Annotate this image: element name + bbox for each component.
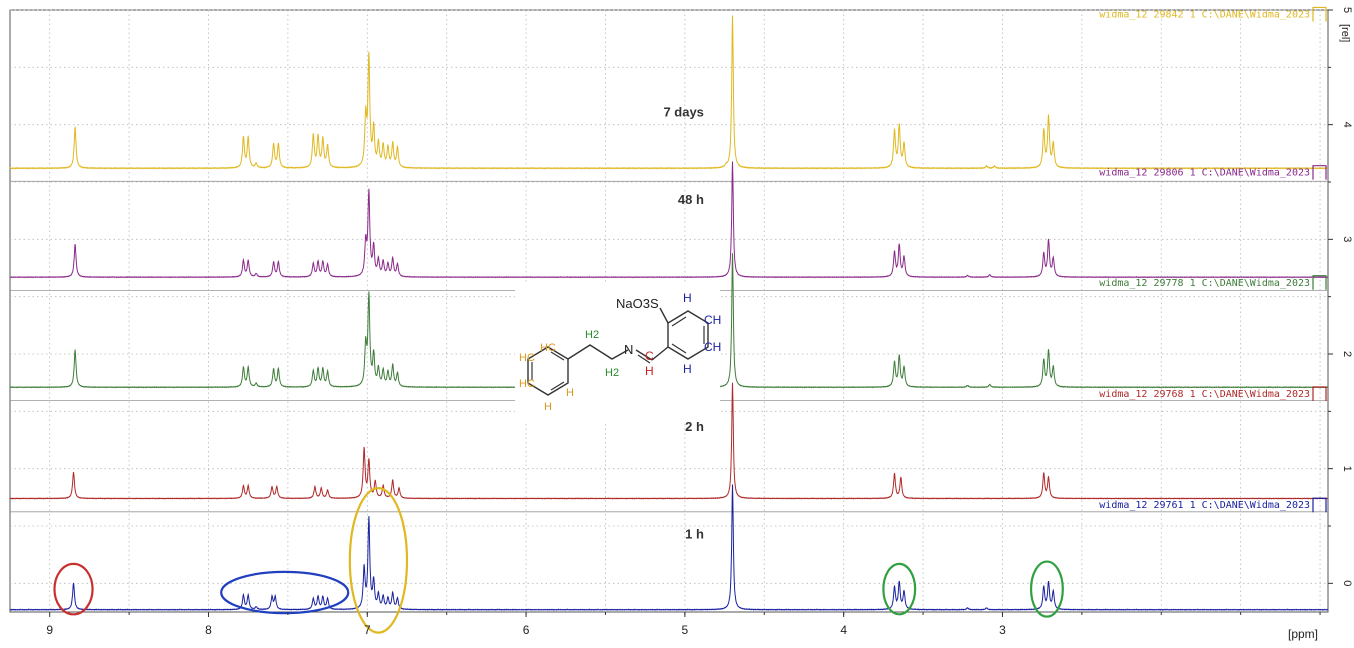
- x-tick-label: 8: [205, 623, 212, 637]
- time-label: 1 h: [685, 527, 704, 542]
- ring-right-h-label: H: [683, 291, 692, 305]
- time-label: 7 days: [663, 105, 703, 120]
- ring-left-ch-label: HC: [519, 352, 535, 364]
- x-tick-label: 9: [46, 623, 53, 637]
- time-label: 48 h: [678, 192, 704, 207]
- imine-c-label: C: [645, 349, 654, 363]
- highlight-ellipse: [53, 562, 94, 616]
- ring-left-ch-label: HC: [540, 342, 556, 354]
- nitrogen-label: N: [624, 342, 633, 357]
- ring-left-h-label: H: [544, 401, 552, 413]
- sulfonate-label: NaO3S: [616, 296, 659, 311]
- ring-right-ch-label: CH: [704, 313, 721, 327]
- dataset-labels: widma_12 29761 1 C:\DANE\Widma_2023 widma…: [1099, 6, 1327, 513]
- y-tick-label: 0: [1341, 580, 1353, 586]
- dataset-marker: [1312, 497, 1327, 513]
- dataset-marker: [1312, 6, 1327, 22]
- ring-left-ch-label: HC: [519, 378, 535, 390]
- y-tick-label: 5: [1341, 7, 1353, 13]
- right-ring-double-bond: [671, 316, 687, 327]
- dataset-label: widma_12 29806 1 C:\DANE\Widma_2023: [1099, 168, 1310, 179]
- left-ring-double-bond: [550, 351, 565, 361]
- ch2-label: H2: [585, 329, 599, 341]
- highlight-ellipse: [882, 562, 917, 616]
- ethyl-chain: [567, 344, 629, 360]
- y-axis-label: [rel]: [1339, 24, 1351, 42]
- dataset-label: widma_12 29761 1 C:\DANE\Widma_2023: [1099, 500, 1310, 511]
- x-tick-label: 7: [364, 623, 371, 637]
- grid-lines: [10, 9, 1328, 612]
- y-tick-label: 3: [1341, 236, 1353, 242]
- x-axis-label: [ppm]: [1288, 627, 1318, 641]
- sulfonate-bond: [659, 307, 669, 324]
- dataset-label: widma_12 29768 1 C:\DANE\Widma_2023: [1099, 389, 1310, 400]
- highlight-ellipse: [220, 570, 350, 615]
- imine-double-bond: [635, 349, 653, 361]
- x-tick-label: 3: [999, 623, 1006, 637]
- dataset-marker: [1312, 165, 1327, 180]
- dataset-label: widma_12 29842 1 C:\DANE\Widma_2023: [1099, 9, 1310, 20]
- spectrum-trace: [9, 15, 1329, 170]
- x-tick-label: 5: [682, 623, 689, 637]
- x-tick-label: 6: [523, 623, 530, 637]
- imine-h-label: H: [645, 364, 654, 378]
- time-label: 2 h: [685, 419, 704, 434]
- ch2-label: H2: [605, 367, 619, 379]
- spectrum-trace: [9, 161, 1329, 279]
- chemical-structure: NaO3S HC HC HC H H H2 H2 N C H H CH CH H: [515, 282, 721, 422]
- imine-to-ring: [651, 346, 669, 361]
- highlight-ellipse: [348, 487, 409, 634]
- structure-background: [515, 282, 720, 422]
- y-tick-label: 2: [1341, 351, 1353, 357]
- ring-right-h-label: H: [683, 362, 692, 376]
- left-ring-double-bond: [550, 381, 565, 391]
- right-ring-double-bond: [671, 343, 687, 354]
- ring-right-ch-label: CH: [704, 340, 721, 354]
- spectrum-trace: [9, 484, 1329, 612]
- spectrum-trace: [9, 382, 1328, 500]
- plot-frame: [9, 9, 1329, 613]
- dataset-marker: [1312, 386, 1327, 401]
- dataset-marker: [1312, 275, 1327, 290]
- axis-ticks: 9 8 7 6 5 4 3 0 1 2 3 4 5: [46, 7, 1353, 637]
- y-tick-label: 1: [1341, 466, 1353, 472]
- ring-left-h-label: H: [566, 387, 574, 399]
- highlight-ellipses: [53, 487, 1064, 634]
- imine-double-bond-2: [637, 354, 651, 364]
- dataset-label: widma_12 29778 1 C:\DANE\Widma_2023: [1099, 278, 1310, 289]
- y-tick-label: 4: [1341, 122, 1353, 128]
- x-tick-label: 4: [840, 623, 847, 637]
- highlight-ellipse: [1029, 560, 1064, 618]
